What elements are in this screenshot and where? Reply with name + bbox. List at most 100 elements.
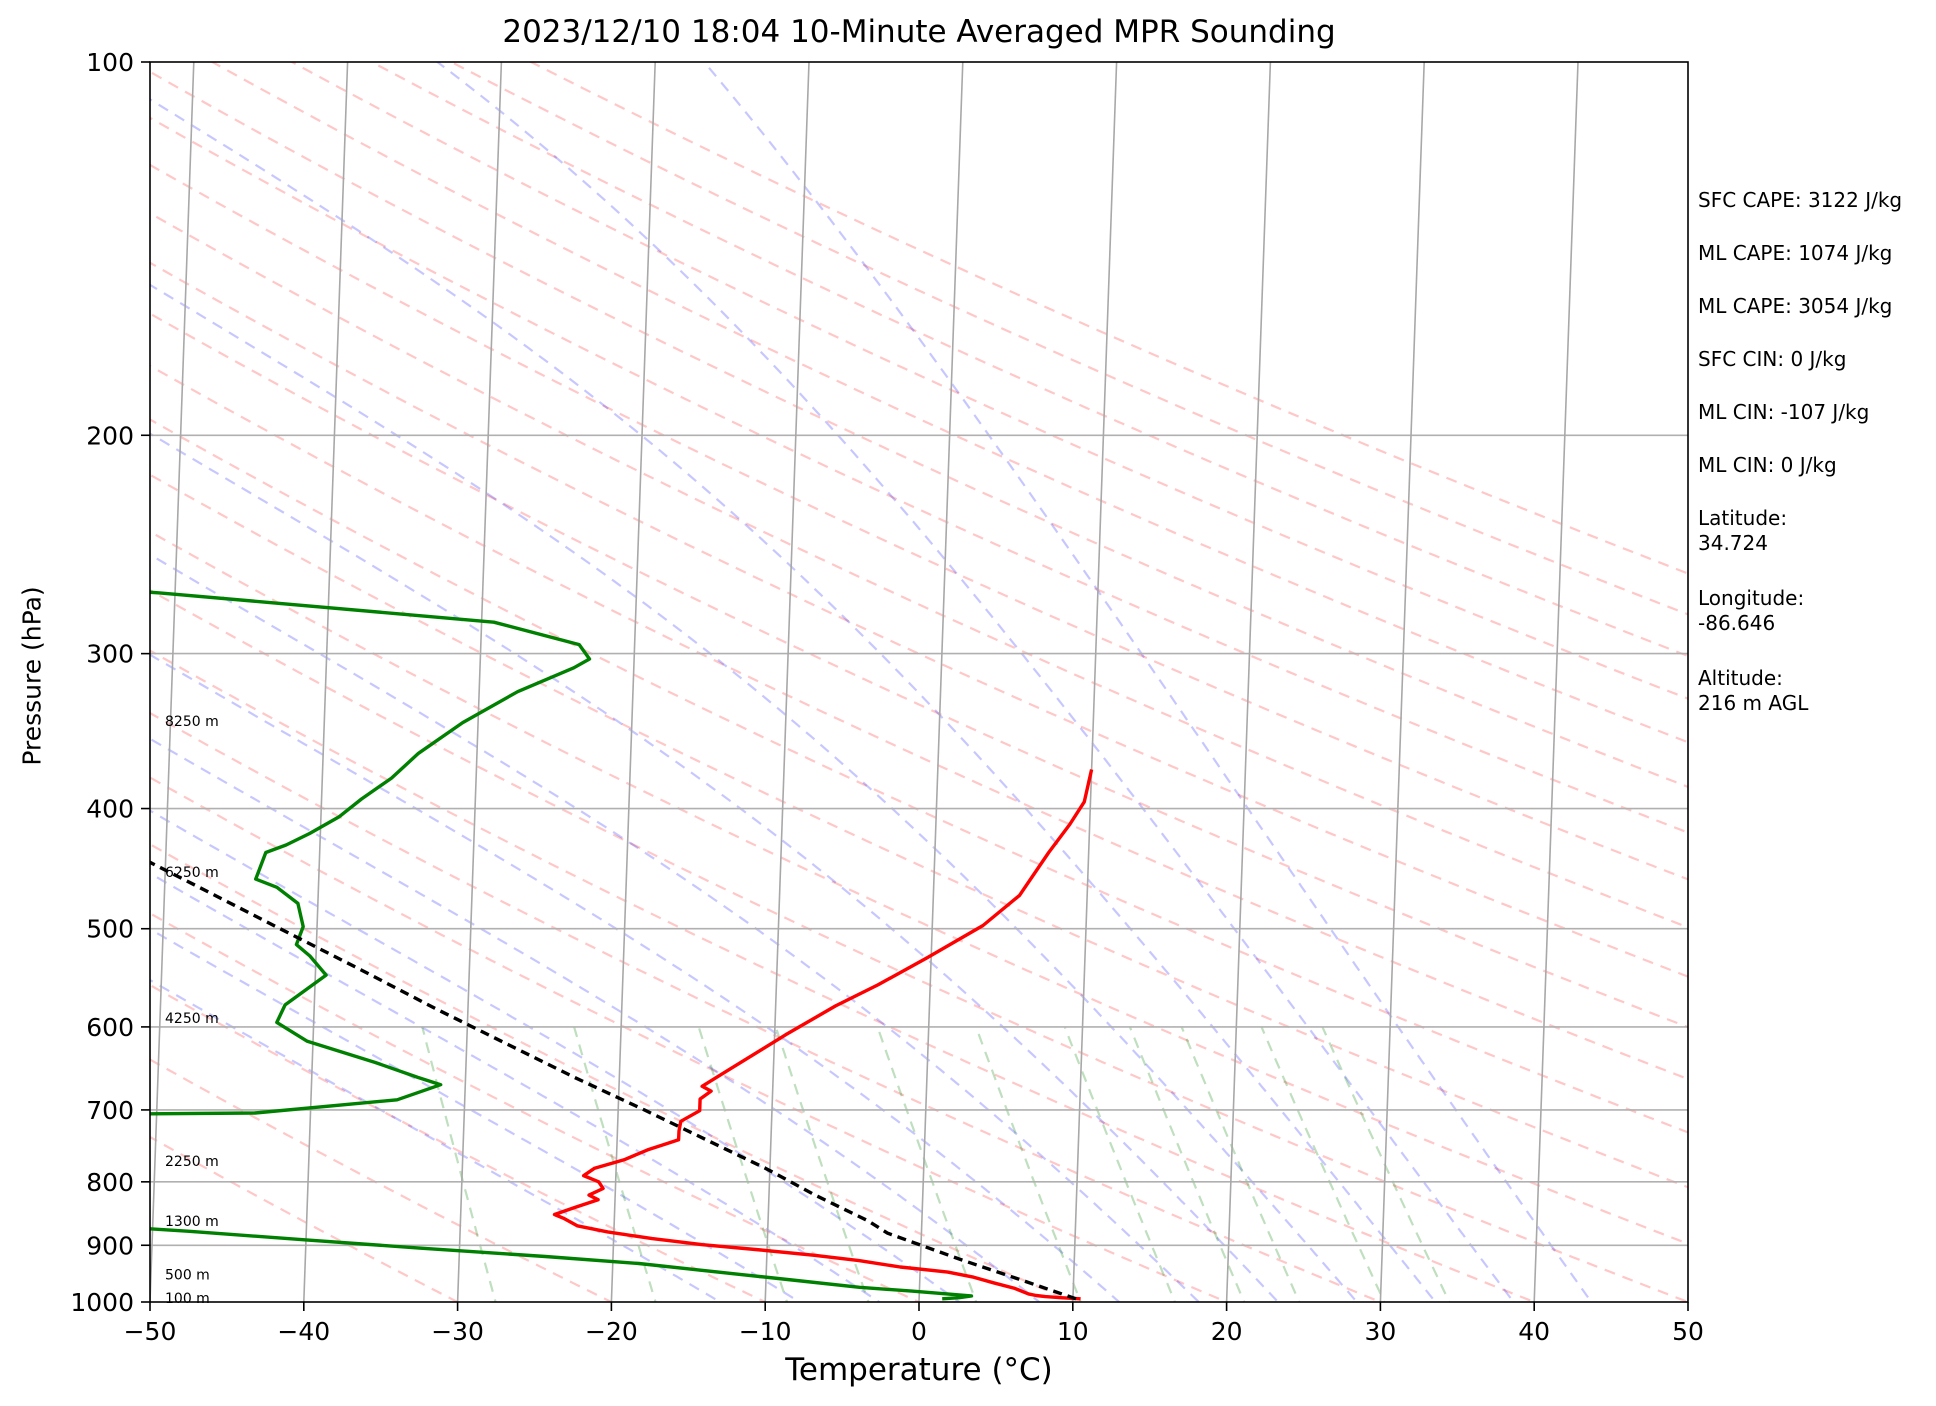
y-tick-label: 800 bbox=[86, 1168, 134, 1197]
dry-adiabat bbox=[150, 1135, 460, 1302]
isotherm-gridline bbox=[1072, 62, 1118, 1302]
dry-adiabat bbox=[150, 776, 1230, 1302]
moist-adiabat bbox=[150, 872, 882, 1302]
dry-adiabat bbox=[150, 588, 1688, 1302]
y-tick-label: 1000 bbox=[70, 1288, 134, 1317]
dry-adiabat bbox=[150, 211, 1688, 929]
dry-adiabat bbox=[150, 261, 1688, 978]
x-tick-label: 10 bbox=[1057, 1317, 1089, 1346]
x-tick-label: 20 bbox=[1211, 1317, 1243, 1346]
latitude-label: Latitude: bbox=[1698, 506, 1788, 530]
longitude-label: Longitude: bbox=[1698, 586, 1805, 610]
x-tick-label: −30 bbox=[431, 1317, 484, 1346]
mixing-ratio-line bbox=[974, 1026, 1082, 1302]
moist-adiabat bbox=[150, 283, 1359, 1302]
isotherm-gridline bbox=[610, 62, 656, 1302]
axes: −50 −40 −30 −20 −10 0 10 20 30 40 50 1000 900 800 700 6… bbox=[70, 48, 1704, 1346]
isotherm-gridline bbox=[1225, 62, 1272, 1302]
ml-cin-text-1: ML CIN: -107 J/kg bbox=[1698, 400, 1870, 424]
isotherm-gridline bbox=[456, 62, 503, 1302]
dry-adiabat bbox=[150, 163, 1688, 881]
isotherm-gridline bbox=[303, 62, 349, 1302]
isotherm-gridline bbox=[918, 62, 964, 1302]
height-label: 100 m bbox=[165, 1291, 210, 1307]
isotherm-gridline bbox=[1379, 62, 1425, 1302]
dry-adiabat bbox=[289, 62, 1688, 700]
background-lines bbox=[150, 62, 1688, 1302]
sounding-profiles bbox=[150, 590, 1094, 1301]
y-tick-label: 600 bbox=[86, 1013, 134, 1042]
latitude-block: Latitude: 34.724 bbox=[1698, 506, 1928, 556]
x-tick-label: 50 bbox=[1672, 1317, 1704, 1346]
y-tick-label: 900 bbox=[86, 1231, 134, 1260]
y-tick-label: 100 bbox=[86, 48, 134, 77]
ml-cape-text-1: ML CAPE: 1074 J/kg bbox=[1698, 241, 1893, 265]
x-tick-label: −10 bbox=[739, 1317, 792, 1346]
mixing-ratio-line bbox=[876, 1026, 978, 1302]
dry-adiabat bbox=[369, 62, 1688, 658]
stats-panel: SFC CAPE: 3122 J/kg ML CAPE: 1074 J/kg M… bbox=[1698, 188, 1928, 746]
isotherm-gridline bbox=[1533, 62, 1579, 1302]
dewpoint-profile bbox=[150, 590, 974, 1301]
x-tick-label: −20 bbox=[585, 1317, 638, 1346]
mixing-ratio-line bbox=[1128, 1026, 1246, 1302]
altitude-block: Altitude: 216 m AGL bbox=[1698, 666, 1928, 716]
ml-cin-text-2: ML CIN: 0 J/kg bbox=[1698, 453, 1837, 477]
temperature-profile bbox=[552, 769, 1094, 1301]
dry-adiabat bbox=[150, 312, 1688, 1029]
plot-background bbox=[150, 62, 1688, 1302]
chart-title: 2023/12/10 18:04 10-Minute Averaged MPR … bbox=[502, 14, 1336, 50]
x-tick-label: 0 bbox=[911, 1317, 927, 1346]
mixing-ratio-line bbox=[1321, 1026, 1451, 1302]
dry-adiabat bbox=[150, 530, 1688, 1245]
y-tick-label: 300 bbox=[86, 640, 134, 669]
height-label: 500 m bbox=[165, 1267, 210, 1283]
mixing-ratio-line bbox=[1180, 1026, 1301, 1302]
moist-adiabat bbox=[150, 653, 1121, 1302]
height-label: 8250 m bbox=[165, 714, 219, 730]
height-label: 2250 m bbox=[165, 1154, 219, 1170]
altitude-label: Altitude: bbox=[1698, 666, 1783, 690]
x-tick-label: 40 bbox=[1518, 1317, 1550, 1346]
mixing-ratio-line bbox=[421, 1026, 497, 1302]
dry-adiabat bbox=[150, 418, 1688, 1134]
dry-adiabat bbox=[150, 473, 1688, 1189]
y-tick-label: 400 bbox=[86, 795, 134, 824]
longitude-value: -86.646 bbox=[1698, 611, 1776, 635]
ml-cape-text-2: ML CAPE: 3054 J/kg bbox=[1698, 294, 1893, 318]
dry-adiabat bbox=[150, 711, 1384, 1302]
isotherm-gridline bbox=[764, 62, 810, 1302]
mixing-ratio-line bbox=[1260, 1026, 1386, 1302]
sfc-cin-text: SFC CIN: 0 J/kg bbox=[1698, 347, 1847, 371]
moist-adiabat bbox=[150, 927, 802, 1302]
sfc-cape-text: SFC CAPE: 3122 J/kg bbox=[1698, 188, 1903, 212]
latitude-value: 34.724 bbox=[1698, 531, 1768, 555]
mixing-ratio-line bbox=[697, 1026, 789, 1302]
height-label: 4250 m bbox=[165, 1011, 219, 1027]
moist-adiabat bbox=[150, 98, 1437, 1302]
moist-adiabat bbox=[150, 432, 1280, 1302]
parcel-profile bbox=[150, 860, 1077, 1301]
y-axis-label: Pressure (hPa) bbox=[17, 586, 47, 766]
height-label: 1300 m bbox=[165, 1214, 219, 1230]
dry-adiabat bbox=[150, 842, 1076, 1302]
y-tick-label: 700 bbox=[86, 1096, 134, 1125]
moist-adiabat bbox=[150, 737, 1041, 1302]
y-tick-label: 500 bbox=[86, 915, 134, 944]
x-tick-label: 30 bbox=[1364, 1317, 1396, 1346]
isotherm-gridline bbox=[150, 62, 195, 1302]
dry-adiabat bbox=[528, 62, 1688, 575]
height-label: 6250 m bbox=[165, 865, 219, 881]
mixing-ratio-line bbox=[573, 1026, 657, 1302]
x-tick-label: −40 bbox=[277, 1317, 330, 1346]
height-labels: 8250 m 6250 m 4250 m 2250 m 1300 m 500 m 100 m bbox=[165, 714, 219, 1307]
dry-adiabat bbox=[150, 649, 1538, 1302]
longitude-block: Longitude: -86.646 bbox=[1698, 586, 1928, 636]
mixing-ratio-line bbox=[1063, 1026, 1177, 1302]
altitude-value: 216 m AGL bbox=[1698, 691, 1809, 715]
dry-adiabat bbox=[150, 912, 922, 1302]
dry-adiabat bbox=[150, 1058, 614, 1302]
x-axis-label: Temperature (°C) bbox=[785, 1352, 1053, 1388]
moist-adiabat bbox=[435, 62, 1515, 1302]
